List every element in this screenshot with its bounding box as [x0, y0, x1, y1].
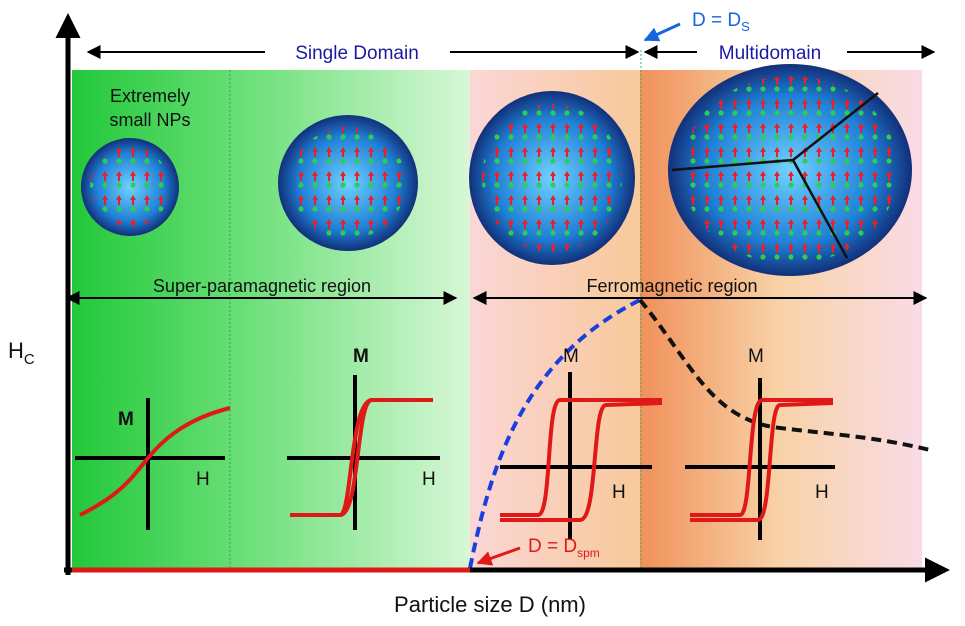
loop-1 — [75, 398, 231, 530]
region-label: Single Domain — [295, 43, 419, 64]
y-axis-text: H — [8, 338, 24, 363]
particles — [81, 64, 912, 276]
region-label: Super-paramagnetic region — [153, 276, 371, 296]
loop-m: M — [353, 346, 369, 367]
y-axis-label: HC — [8, 338, 35, 368]
dspm-sub: spm — [577, 546, 600, 560]
loop-h: H — [196, 469, 210, 490]
loop-3 — [500, 372, 663, 540]
ds-sub: S — [741, 19, 750, 34]
np-label: Extremely — [110, 86, 190, 106]
region-label: Multidomain — [719, 43, 821, 64]
label-bg — [697, 40, 847, 64]
loop-h: H — [612, 482, 626, 503]
loop-2 — [287, 375, 440, 530]
region-label: Ferromagnetic region — [586, 276, 757, 296]
x-axis-label: Particle size D (nm) — [394, 592, 586, 617]
ds-text: D = D — [692, 10, 741, 31]
dspm-text: D = D — [528, 536, 577, 557]
hc-curve-rise — [468, 298, 641, 569]
y-axis-sub: C — [24, 351, 35, 368]
dspm-marker: D = Dspm — [528, 536, 600, 560]
pointer — [643, 22, 681, 42]
loop-m: M — [748, 346, 764, 367]
ds-marker: D = DS — [692, 10, 750, 34]
loop-4 — [685, 378, 835, 540]
hc-curve-fall — [638, 298, 931, 452]
label-bg — [265, 40, 450, 64]
loop-h: H — [422, 469, 436, 490]
np-label: small NPs — [109, 110, 190, 130]
pointer — [476, 546, 521, 566]
loop-m: M — [118, 409, 134, 430]
loop-m: M — [563, 346, 579, 367]
loop-h: H — [815, 482, 829, 503]
